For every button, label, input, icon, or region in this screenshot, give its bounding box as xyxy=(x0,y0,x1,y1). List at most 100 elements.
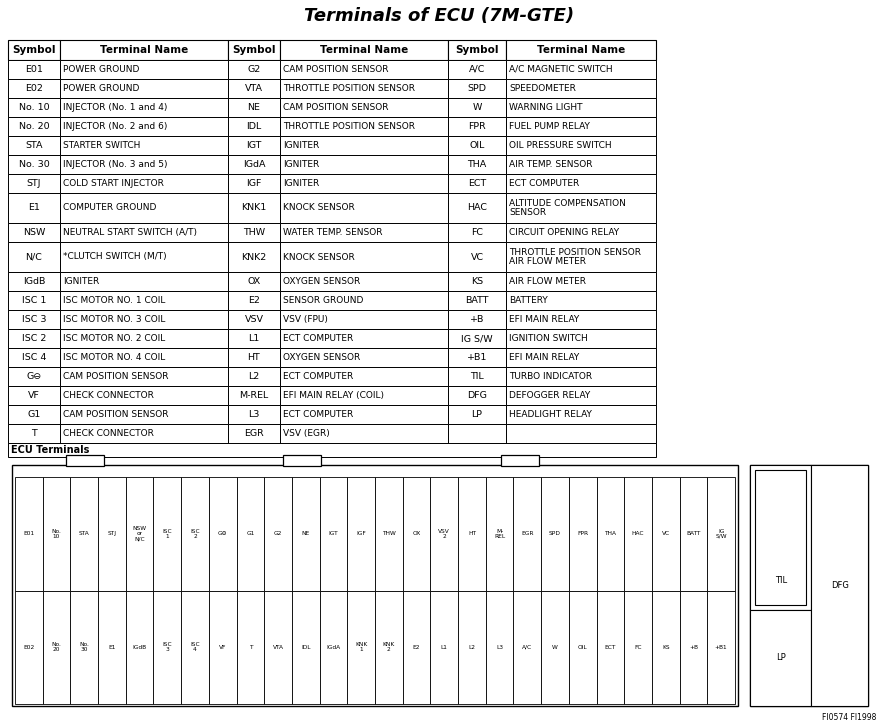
Bar xyxy=(448,310,506,329)
Bar xyxy=(448,272,506,291)
Bar xyxy=(227,386,280,405)
Bar xyxy=(227,348,280,367)
Bar xyxy=(513,477,541,590)
Text: FC: FC xyxy=(634,645,641,650)
Bar xyxy=(448,193,506,223)
Text: G1: G1 xyxy=(246,531,255,537)
Text: L1: L1 xyxy=(440,645,447,650)
Bar xyxy=(280,310,448,329)
Text: KNK
1: KNK 1 xyxy=(355,642,367,652)
Bar xyxy=(283,455,321,466)
Bar xyxy=(402,477,430,590)
Bar xyxy=(280,291,448,310)
Bar xyxy=(500,455,538,466)
Text: AIR TEMP. SENSOR: AIR TEMP. SENSOR xyxy=(508,160,592,169)
Bar xyxy=(60,155,227,174)
Text: No.
10: No. 10 xyxy=(52,529,61,539)
Text: T: T xyxy=(31,429,37,438)
Bar xyxy=(506,424,655,443)
Bar xyxy=(227,40,280,60)
Text: ECT COMPUTER: ECT COMPUTER xyxy=(508,179,579,188)
Bar xyxy=(236,477,264,590)
Bar xyxy=(154,590,181,704)
Text: Terminals of ECU (7M-GTE): Terminals of ECU (7M-GTE) xyxy=(304,7,574,25)
Bar xyxy=(60,174,227,193)
Bar xyxy=(126,590,154,704)
Text: SPEEDOMETER: SPEEDOMETER xyxy=(508,84,575,93)
Text: EGR: EGR xyxy=(244,429,263,438)
Text: EFI MAIN RELAY: EFI MAIN RELAY xyxy=(508,353,579,362)
Text: ISC
1: ISC 1 xyxy=(162,529,172,539)
Bar xyxy=(506,367,655,386)
Bar xyxy=(98,590,126,704)
Bar xyxy=(8,405,60,424)
Bar xyxy=(209,590,236,704)
Bar xyxy=(506,98,655,117)
Bar xyxy=(707,590,734,704)
Text: SENSOR GROUND: SENSOR GROUND xyxy=(283,296,363,305)
Bar xyxy=(506,174,655,193)
Bar xyxy=(60,405,227,424)
Text: L1: L1 xyxy=(248,334,259,343)
Text: Terminal Name: Terminal Name xyxy=(536,45,624,55)
Text: THROTTLE POSITION SENSOR: THROTTLE POSITION SENSOR xyxy=(283,122,414,131)
Text: G⊖: G⊖ xyxy=(26,372,41,381)
Text: VC: VC xyxy=(661,531,669,537)
Bar xyxy=(448,60,506,79)
Bar xyxy=(280,117,448,136)
Bar xyxy=(43,590,70,704)
Text: N/C: N/C xyxy=(25,253,42,261)
Bar xyxy=(448,386,506,405)
Text: NEUTRAL START SWITCH (A/T): NEUTRAL START SWITCH (A/T) xyxy=(63,228,197,237)
Text: M-REL: M-REL xyxy=(239,391,269,400)
Bar xyxy=(126,477,154,590)
Text: A/C: A/C xyxy=(522,645,532,650)
Bar xyxy=(8,272,60,291)
Bar xyxy=(8,136,60,155)
Text: KNK
2: KNK 2 xyxy=(382,642,394,652)
Text: IGT: IGT xyxy=(246,141,262,150)
Text: ISC
3: ISC 3 xyxy=(162,642,172,652)
Bar xyxy=(541,590,568,704)
Text: IGF: IGF xyxy=(246,179,262,188)
Text: G2: G2 xyxy=(274,531,282,537)
Bar xyxy=(60,117,227,136)
Text: THW: THW xyxy=(242,228,265,237)
Bar xyxy=(430,590,457,704)
Bar xyxy=(448,98,506,117)
Text: SPD: SPD xyxy=(467,84,486,93)
Bar xyxy=(486,477,513,590)
Bar xyxy=(513,590,541,704)
Bar xyxy=(679,590,707,704)
Bar xyxy=(8,117,60,136)
Bar xyxy=(596,477,623,590)
Text: L2: L2 xyxy=(468,645,475,650)
Text: INJECTOR (No. 1 and 4): INJECTOR (No. 1 and 4) xyxy=(63,103,167,112)
Text: INJECTOR (No. 3 and 5): INJECTOR (No. 3 and 5) xyxy=(63,160,168,169)
Text: IDL: IDL xyxy=(246,122,262,131)
Text: VF: VF xyxy=(219,645,227,650)
Bar xyxy=(8,79,60,98)
Text: IGNITER: IGNITER xyxy=(63,277,99,286)
Bar xyxy=(280,193,448,223)
Bar xyxy=(280,223,448,242)
Bar xyxy=(8,98,60,117)
Text: IGNITER: IGNITER xyxy=(283,141,319,150)
Bar xyxy=(402,590,430,704)
Text: Symbol: Symbol xyxy=(12,45,55,55)
Bar xyxy=(227,291,280,310)
Text: ISC MOTOR NO. 2 COIL: ISC MOTOR NO. 2 COIL xyxy=(63,334,165,343)
Text: Terminal Name: Terminal Name xyxy=(320,45,407,55)
Text: A/C: A/C xyxy=(468,65,485,74)
Bar xyxy=(280,386,448,405)
Bar xyxy=(227,367,280,386)
Bar xyxy=(227,117,280,136)
Bar xyxy=(448,329,506,348)
Text: DFG: DFG xyxy=(466,391,486,400)
Text: KNK2: KNK2 xyxy=(241,253,266,261)
Bar xyxy=(154,477,181,590)
Bar xyxy=(541,477,568,590)
Text: BATT: BATT xyxy=(464,296,488,305)
Bar xyxy=(227,60,280,79)
Text: WATER TEMP. SENSOR: WATER TEMP. SENSOR xyxy=(283,228,382,237)
